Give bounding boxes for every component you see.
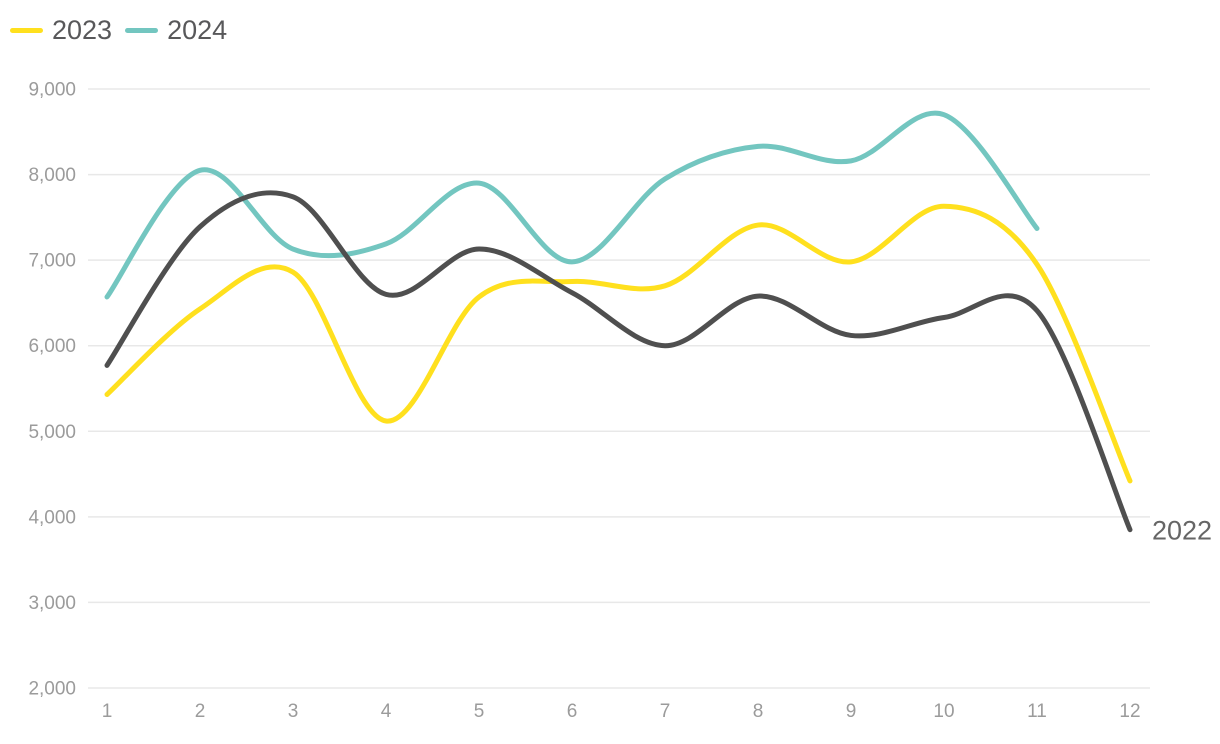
x-axis-tick-label: 10 xyxy=(933,701,954,722)
x-axis-tick-label: 7 xyxy=(660,701,671,722)
chart-legend: 2023 2024 xyxy=(10,17,227,44)
legend-label: 2024 xyxy=(167,15,228,45)
x-axis-tick-label: 8 xyxy=(753,701,764,722)
legend-item-2023[interactable]: 2023 xyxy=(10,17,112,44)
x-axis-tick-label: 5 xyxy=(474,701,485,722)
x-axis-tick-label: 3 xyxy=(288,701,299,722)
y-axis-tick-label: 7,000 xyxy=(28,251,76,272)
y-axis-tick-label: 9,000 xyxy=(28,80,76,101)
series-line-2022 xyxy=(104,190,1133,533)
x-axis-tick-label: 11 xyxy=(1027,701,1047,722)
legend-item-2024[interactable]: 2024 xyxy=(125,17,227,44)
x-axis-tick-label: 9 xyxy=(846,701,857,722)
legend-swatch xyxy=(125,28,159,33)
legend-label: 2023 xyxy=(52,15,113,45)
y-axis-tick-label: 6,000 xyxy=(28,336,76,357)
y-axis-tick-label: 2,000 xyxy=(28,679,76,700)
x-axis-tick-label: 2 xyxy=(195,701,206,722)
x-axis-tick-label: 1 xyxy=(102,701,113,722)
y-axis-tick-label: 3,000 xyxy=(28,593,76,614)
y-axis-tick-label: 4,000 xyxy=(28,507,76,528)
y-axis-tick-label: 5,000 xyxy=(28,422,76,443)
legend-swatch xyxy=(10,28,43,33)
series-line-2023 xyxy=(104,203,1133,484)
x-axis-tick-label: 4 xyxy=(381,701,392,722)
series-end-label: 2022 xyxy=(1152,516,1212,546)
y-axis-tick-label: 8,000 xyxy=(28,165,76,186)
x-axis-tick-label: 12 xyxy=(1119,701,1140,722)
series-line-2024 xyxy=(104,110,1040,300)
x-axis-tick-label: 6 xyxy=(567,701,578,722)
